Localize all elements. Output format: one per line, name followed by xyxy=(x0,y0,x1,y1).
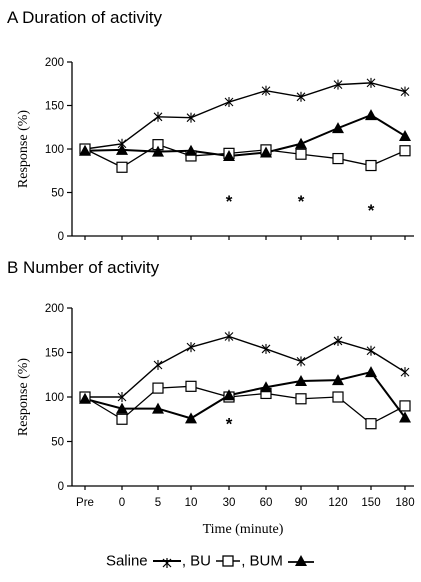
point-triangle xyxy=(260,381,272,393)
panel-a-title: A Duration of activity xyxy=(7,8,162,27)
y-tick-label: 50 xyxy=(51,188,64,200)
y-tick-label: 100 xyxy=(45,144,64,156)
y-tick-label: 100 xyxy=(45,392,64,404)
x-tick-label: 180 xyxy=(395,497,414,509)
point-triangle xyxy=(223,149,235,161)
point-square xyxy=(365,418,377,430)
y-tick-label: 200 xyxy=(45,303,64,315)
y-tick-label: 50 xyxy=(51,437,64,449)
point-triangle xyxy=(152,145,164,157)
significance-marker: * xyxy=(298,192,305,211)
x-tick-label: 90 xyxy=(295,497,308,509)
point-triangle xyxy=(116,143,128,155)
point-asterisk xyxy=(153,111,163,122)
point-triangle xyxy=(185,412,197,424)
x-axis-title: Time (minute) xyxy=(203,522,284,537)
panel-b-title: B Number of activity xyxy=(7,258,160,277)
point-asterisk xyxy=(366,345,376,356)
y-tick-label: 0 xyxy=(58,481,64,493)
point-triangle xyxy=(116,402,128,414)
point-triangle xyxy=(365,109,377,121)
x-tick-label: 60 xyxy=(260,497,273,509)
filled-triangle-line-legend-icon xyxy=(288,555,315,567)
point-asterisk xyxy=(153,359,163,370)
point-triangle xyxy=(223,389,235,401)
x-tick-label: 120 xyxy=(328,497,347,509)
series-line-bum xyxy=(84,370,406,420)
point-asterisk xyxy=(296,91,306,102)
point-square xyxy=(365,159,377,172)
chart-panel-a: 0 50 100 150 200 Response (%) * * * xyxy=(16,57,414,243)
point-square xyxy=(399,400,411,412)
point-triangle xyxy=(399,411,411,423)
point-square xyxy=(399,145,411,157)
x-tick-label: 10 xyxy=(185,497,198,509)
y-axis-title: Response (%) xyxy=(16,358,31,436)
point-asterisk xyxy=(400,367,410,378)
series-line-bu xyxy=(84,385,406,425)
legend-label-saline: Saline xyxy=(105,552,148,570)
x-tick-label: 0 xyxy=(119,497,125,509)
point-square xyxy=(332,152,344,165)
series-line-bum xyxy=(84,113,406,157)
point-square xyxy=(295,148,307,160)
point-triangle xyxy=(79,144,91,156)
point-triangle xyxy=(399,129,411,141)
point-square xyxy=(185,380,197,392)
point-triangle xyxy=(152,402,164,414)
y-axis-title: Response (%) xyxy=(16,110,31,188)
point-asterisk xyxy=(117,392,127,402)
point-asterisk xyxy=(400,86,410,97)
point-triangle xyxy=(79,392,91,404)
point-asterisk xyxy=(261,343,271,354)
significance-marker: * xyxy=(226,415,233,434)
y-tick-label: 150 xyxy=(45,348,64,360)
open-square-line-legend-icon xyxy=(216,555,241,567)
point-square xyxy=(295,393,307,405)
point-triangle xyxy=(332,122,344,134)
y-tick-label: 200 xyxy=(45,57,64,69)
x-tick-label: 30 xyxy=(223,497,236,509)
point-triangle xyxy=(365,366,377,378)
legend-label-bu: BU xyxy=(190,552,212,570)
point-triangle xyxy=(295,137,307,149)
point-triangle xyxy=(185,144,197,156)
point-asterisk xyxy=(296,356,306,367)
point-square xyxy=(332,391,344,403)
series-line-saline xyxy=(84,82,406,150)
x-tick-label: Pre xyxy=(76,497,94,509)
asterisk-line-legend-icon xyxy=(152,558,181,569)
y-tick-label: 150 xyxy=(45,101,64,113)
y-tick-label: 0 xyxy=(58,231,64,243)
point-triangle xyxy=(332,374,344,386)
point-asterisk xyxy=(333,335,343,346)
point-asterisk xyxy=(261,85,271,96)
point-asterisk xyxy=(366,77,376,88)
point-triangle xyxy=(295,374,307,386)
chart-panel-b: 0 50 100 150 200 Response (%) Pre 0 5 10 30 60 90 120… xyxy=(16,303,415,537)
point-square xyxy=(116,161,128,173)
series-line-bu xyxy=(84,143,406,169)
x-tick-label: 150 xyxy=(361,497,380,509)
legend: Saline , BU , BUM xyxy=(0,552,421,570)
point-asterisk xyxy=(186,342,196,353)
series-line-saline xyxy=(85,335,406,398)
point-square xyxy=(152,382,164,394)
legend-label-bum: BUM xyxy=(249,552,283,570)
point-asterisk xyxy=(186,112,196,123)
point-asterisk xyxy=(224,331,234,342)
significance-marker: * xyxy=(368,201,375,220)
point-triangle xyxy=(260,146,272,158)
point-asterisk xyxy=(224,97,234,108)
significance-marker: * xyxy=(226,192,233,211)
point-asterisk xyxy=(333,79,343,90)
point-square xyxy=(116,413,128,425)
x-tick-label: 5 xyxy=(155,497,161,509)
